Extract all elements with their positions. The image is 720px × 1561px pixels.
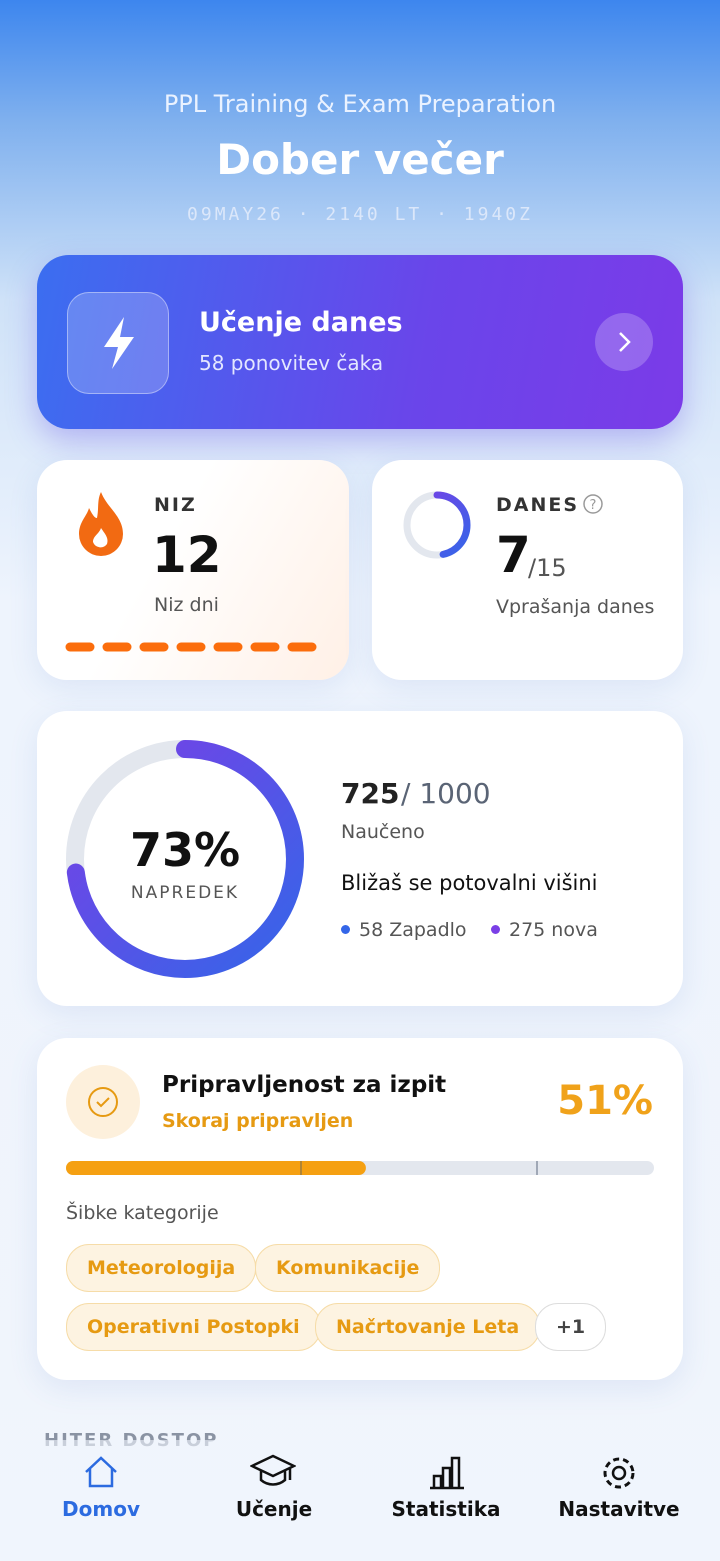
bar-fill: [66, 1161, 366, 1175]
bolt-icon: [67, 292, 169, 394]
readiness-percent: 51%: [557, 1078, 653, 1124]
readiness-bar: [66, 1161, 654, 1175]
today-done: 7: [496, 526, 531, 584]
category-chip[interactable]: Meteorologija: [66, 1244, 257, 1292]
nav-item[interactable]: Statistika: [391, 1497, 501, 1521]
progress-percent: 73%: [129, 823, 241, 877]
today-label: DANES: [496, 494, 580, 516]
streak-dashes: [65, 642, 317, 652]
ring-arc: [403, 491, 471, 559]
ring-arc: [66, 740, 304, 978]
learned-label: Naučeno: [341, 821, 425, 843]
learned-total: / 1000: [401, 777, 491, 810]
study-card[interactable]: Učenje danes 58 ponovitev čaka: [37, 255, 683, 429]
legend-new: 275 nova: [509, 919, 598, 941]
legend-due: 58 Zapadlo: [359, 919, 467, 941]
more-chip[interactable]: +1: [535, 1303, 607, 1351]
today-card: DANES ? 7 /15 Vprašanja danes: [372, 460, 683, 680]
nav-item[interactable]: Učenje: [235, 1497, 313, 1521]
today-total: /15: [528, 554, 567, 582]
today-caption: Vprašanja danes: [496, 596, 655, 618]
svg-text:?: ?: [590, 498, 597, 513]
study-title: Učenje danes: [199, 307, 403, 338]
readiness-status: Skoraj pripravljen: [162, 1110, 354, 1132]
weak-label: Šibke kategorije: [66, 1202, 219, 1224]
category-chip[interactable]: Komunikacije: [255, 1244, 441, 1292]
nav-item[interactable]: Domov: [62, 1497, 140, 1521]
progress-card: 73% NAPREDEK 725 / 1000 Naučeno Bližaš s…: [37, 711, 683, 1006]
readiness-title: Pripravljenost za izpit: [162, 1072, 447, 1098]
time: 09MAY26 · 2140 LT · 1940Z: [187, 204, 533, 225]
category-chip[interactable]: Operativni Postopki: [66, 1303, 321, 1351]
readiness-card: Pripravljenost za izpit Skoraj pripravlj…: [37, 1038, 683, 1380]
streak-value: 12: [152, 526, 222, 584]
app-subtitle: PPL Training & Exam Preparation: [163, 90, 557, 118]
study-subtitle: 58 ponovitev čaka: [199, 351, 384, 375]
streak-card: NIZ 12 Niz dni: [37, 460, 349, 680]
category-chip[interactable]: Načrtovanje Leta: [315, 1303, 541, 1351]
greeting: Dober večer: [216, 135, 504, 184]
chevron[interactable]: [595, 313, 653, 371]
learned: 725: [341, 777, 400, 810]
tab-bar: [0, 1440, 720, 1561]
nav-item[interactable]: Nastavitve: [558, 1497, 680, 1521]
today-ring: [403, 491, 471, 559]
progress-percent-label: NAPREDEK: [130, 883, 240, 903]
streak-caption: Niz dni: [154, 594, 219, 616]
progress-message: Bližaš se potovalni višini: [341, 871, 598, 895]
streak-label: NIZ: [154, 494, 197, 516]
progress-ring: [66, 740, 304, 978]
